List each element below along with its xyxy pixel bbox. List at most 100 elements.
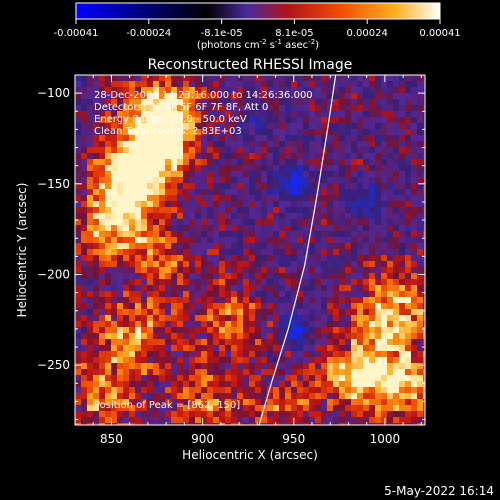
- heatmap-cell: [273, 219, 280, 226]
- heatmap-cell: [423, 141, 425, 148]
- heatmap-cell: [123, 309, 130, 316]
- heatmap-cell: [375, 237, 382, 244]
- heatmap-cell: [393, 369, 400, 376]
- heatmap-cell: [207, 117, 214, 124]
- heatmap-cell: [333, 111, 340, 118]
- heatmap-cell: [135, 321, 142, 328]
- heatmap-cell: [363, 387, 370, 394]
- heatmap-cell: [201, 405, 208, 412]
- heatmap-cell: [369, 399, 376, 406]
- heatmap-cell: [183, 315, 190, 322]
- heatmap-cell: [279, 303, 286, 310]
- heatmap-cell: [363, 177, 370, 184]
- heatmap-cell: [303, 345, 310, 352]
- heatmap-cell: [279, 237, 286, 244]
- heatmap-cell: [279, 375, 286, 382]
- heatmap-cell: [135, 423, 142, 425]
- heatmap-cell: [243, 87, 250, 94]
- heatmap-cell: [249, 81, 256, 88]
- heatmap-cell: [315, 291, 322, 298]
- heatmap-cell: [93, 309, 100, 316]
- heatmap-cell: [213, 285, 220, 292]
- heatmap-cell: [183, 147, 190, 154]
- heatmap-cell: [213, 207, 220, 214]
- heatmap-cell: [105, 261, 112, 268]
- heatmap-cell: [333, 351, 340, 358]
- heatmap-cell: [183, 381, 190, 388]
- heatmap-cell: [363, 369, 370, 376]
- heatmap-cell: [153, 405, 160, 412]
- heatmap-cell: [309, 363, 316, 370]
- heatmap-cell: [189, 351, 196, 358]
- heatmap-cell: [141, 417, 148, 424]
- heatmap-cell: [123, 297, 130, 304]
- heatmap-cell: [285, 339, 292, 346]
- heatmap-cell: [81, 333, 88, 340]
- heatmap-cell: [93, 249, 100, 256]
- heatmap-cell: [249, 177, 256, 184]
- heatmap-cell: [225, 339, 232, 346]
- heatmap-cell: [375, 117, 382, 124]
- heatmap-cell: [381, 243, 388, 250]
- heatmap-cell: [351, 189, 358, 196]
- heatmap-cell: [387, 117, 394, 124]
- heatmap-cell: [303, 201, 310, 208]
- heatmap-cell: [255, 303, 262, 310]
- heatmap-cell: [297, 231, 304, 238]
- heatmap-cell: [297, 111, 304, 118]
- heatmap-cell: [183, 255, 190, 262]
- heatmap-cell: [147, 417, 154, 424]
- heatmap-cell: [243, 339, 250, 346]
- heatmap-cell: [177, 321, 184, 328]
- heatmap-cell: [219, 189, 226, 196]
- heatmap-cell: [153, 159, 160, 166]
- heatmap-cell: [135, 297, 142, 304]
- heatmap-cell: [135, 231, 142, 238]
- heatmap-cell: [147, 201, 154, 208]
- heatmap-cell: [291, 381, 298, 388]
- heatmap-cell: [267, 93, 274, 100]
- heatmap-cell: [285, 153, 292, 160]
- heatmap-cell: [189, 105, 196, 112]
- heatmap-cell: [135, 159, 142, 166]
- heatmap-cell: [99, 129, 106, 136]
- heatmap-cell: [417, 261, 424, 268]
- heatmap-cell: [123, 375, 130, 382]
- heatmap-cell: [423, 105, 425, 112]
- heatmap-cell: [309, 411, 316, 418]
- heatmap-cell: [213, 321, 220, 328]
- heatmap-cell: [381, 75, 388, 82]
- heatmap-cell: [201, 387, 208, 394]
- heatmap-cell: [291, 363, 298, 370]
- heatmap-cell: [369, 351, 376, 358]
- colorbar: -0.00041 -0.00024 -8.1e-05 8.1e-05 0.00024 0.…: [54, 2, 461, 51]
- heatmap-cell: [297, 423, 304, 425]
- heatmap-cell: [357, 255, 364, 262]
- heatmap-cell: [93, 147, 100, 154]
- heatmap-cell: [309, 165, 316, 172]
- heatmap-cell: [123, 327, 130, 334]
- heatmap-cell: [147, 333, 154, 340]
- heatmap-cell: [255, 411, 262, 418]
- heatmap-cell: [243, 105, 250, 112]
- heatmap-cell: [327, 177, 334, 184]
- heatmap-cell: [153, 399, 160, 406]
- heatmap-cell: [351, 387, 358, 394]
- heatmap-cell: [279, 105, 286, 112]
- heatmap-cell: [129, 417, 136, 424]
- heatmap-cell: [99, 99, 106, 106]
- heatmap-cell: [417, 111, 424, 118]
- heatmap-cell: [141, 165, 148, 172]
- heatmap-cell: [411, 195, 418, 202]
- heatmap-cell: [87, 237, 94, 244]
- heatmap-cell: [165, 315, 172, 322]
- heatmap-cell: [93, 129, 100, 136]
- heatmap-cell: [255, 333, 262, 340]
- heatmap-cell: [285, 369, 292, 376]
- heatmap-cell: [105, 147, 112, 154]
- footer-date: 5-May-2022 16:14: [384, 484, 494, 498]
- heatmap-cell: [411, 225, 418, 232]
- heatmap-cell: [237, 357, 244, 364]
- heatmap-cell: [339, 189, 346, 196]
- heatmap-cell: [195, 375, 202, 382]
